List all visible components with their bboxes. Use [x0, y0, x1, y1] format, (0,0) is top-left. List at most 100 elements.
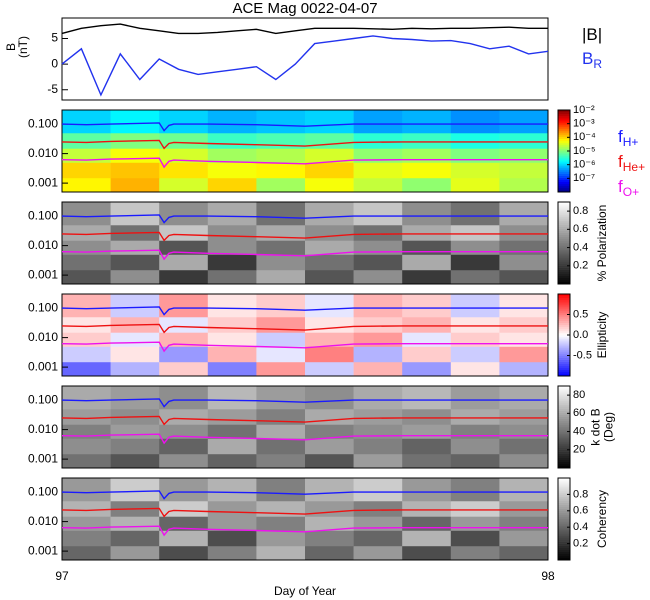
y-tick-label: 0.100 — [28, 392, 58, 406]
y-tick-label: 0.100 — [28, 300, 58, 314]
colorbar-swatch — [558, 337, 570, 340]
series-line — [61, 323, 548, 334]
heatmap-cell — [450, 294, 500, 318]
colorbar-swatch — [558, 357, 570, 360]
heatmap-cell — [207, 148, 257, 163]
heatmap-cell — [62, 453, 111, 469]
heatmap-cell — [207, 500, 257, 517]
heatmap-cell — [159, 162, 209, 179]
colorbar-swatch — [558, 345, 570, 348]
colorbar-swatch — [558, 392, 570, 395]
heatmap-cell — [207, 478, 257, 502]
heatmap-cell — [499, 530, 549, 547]
heatmap-cell — [499, 346, 549, 363]
colorbar-swatch — [558, 318, 570, 321]
heatmap-cell — [305, 453, 354, 469]
heatmap-cell — [256, 530, 306, 547]
legend-label: |B| — [582, 25, 602, 44]
plot-frame — [61, 385, 549, 469]
heatmap-cell — [256, 240, 306, 255]
colorbar-swatch — [558, 431, 570, 434]
heatmap-cell — [402, 500, 452, 517]
heatmap-cell — [353, 132, 403, 149]
legend-subscript: R — [593, 57, 602, 71]
colorbar-swatch — [558, 519, 570, 522]
heatmap-cell — [159, 269, 209, 285]
heatmap-cell — [207, 132, 257, 149]
colorbar-swatch — [558, 484, 570, 487]
colorbar-tick-label: 0.6 — [573, 223, 588, 235]
colorbar-swatch — [558, 179, 570, 183]
colorbar-swatch — [558, 218, 570, 221]
heatmap-cell — [499, 202, 549, 226]
heatmap-cell — [256, 361, 306, 377]
heatmap-cell — [207, 361, 257, 377]
colorbar-tick-label: -0.5 — [573, 349, 592, 361]
heatmap-cell — [256, 453, 306, 469]
heatmap-cell — [450, 332, 500, 347]
colorbar-swatch — [558, 447, 570, 450]
colorbar-swatch — [558, 525, 570, 528]
heatmap-cell — [207, 408, 257, 425]
colorbar-swatch — [558, 482, 570, 485]
heatmap-cell — [402, 110, 452, 134]
colorbar-swatch — [558, 122, 570, 125]
heatmap-cell — [62, 202, 111, 226]
heatmap-cell — [110, 202, 160, 226]
heatmap-cell — [110, 424, 160, 439]
colorbar-swatch — [558, 332, 570, 336]
colorbar-frame — [557, 385, 571, 469]
heatmap-cell — [256, 177, 306, 193]
heatmap-cell — [62, 110, 111, 134]
colorbar-swatch — [558, 533, 570, 536]
colorbar-swatch — [558, 365, 570, 369]
heatmap-cell — [256, 386, 306, 410]
colorbar-swatch — [558, 263, 570, 266]
colorbar-swatch — [558, 402, 570, 405]
colorbar-swatch — [558, 112, 570, 115]
heatmap-cell — [499, 162, 549, 179]
heatmap-cell — [402, 361, 452, 377]
heatmap-cell — [110, 177, 160, 193]
series-line — [61, 214, 548, 224]
colorbar-swatch — [558, 435, 570, 438]
colorbar-swatch — [558, 330, 570, 334]
colorbar-swatch — [558, 177, 570, 180]
heatmap-cell — [402, 132, 452, 149]
colorbar-swatch — [558, 175, 570, 178]
colorbar-swatch — [558, 506, 570, 510]
colorbar-swatch — [558, 142, 570, 146]
colorbar-swatch — [558, 461, 570, 465]
colorbar-swatch — [558, 537, 570, 540]
colorbar-label: (Deg) — [602, 412, 616, 442]
colorbar-swatch — [558, 281, 570, 285]
heatmap-cell — [450, 438, 500, 455]
y-tick-label: 0.001 — [28, 175, 58, 189]
legend-label: fO+ — [618, 177, 639, 199]
legend-name: f — [618, 152, 623, 171]
colorbar-swatch — [558, 181, 570, 185]
colorbar-swatch — [558, 414, 570, 418]
series-line — [61, 341, 548, 353]
colorbar-swatch — [558, 369, 570, 373]
colorbar-swatch — [558, 326, 570, 330]
series-line — [61, 35, 549, 97]
heatmap-cell — [110, 110, 160, 134]
heatmap-cell — [62, 386, 111, 410]
colorbar-swatch — [558, 422, 570, 426]
colorbar-swatch — [558, 226, 570, 229]
heatmap-cell — [207, 386, 257, 410]
heatmap-cell — [62, 361, 111, 377]
colorbar-swatch — [558, 136, 570, 139]
colorbar-swatch — [558, 343, 570, 346]
colorbar-tick-label: 60 — [573, 407, 585, 419]
colorbar-tick-label: 10⁻⁴ — [573, 131, 596, 143]
heatmap-cell — [450, 110, 500, 134]
heatmap-cell — [499, 516, 549, 531]
heatmap-cell — [499, 224, 549, 241]
heatmap-cell — [499, 361, 549, 377]
heatmap-cell — [450, 386, 500, 410]
colorbar-swatch — [558, 445, 570, 448]
plot-frame — [61, 109, 549, 193]
heatmap-cell — [159, 361, 209, 377]
